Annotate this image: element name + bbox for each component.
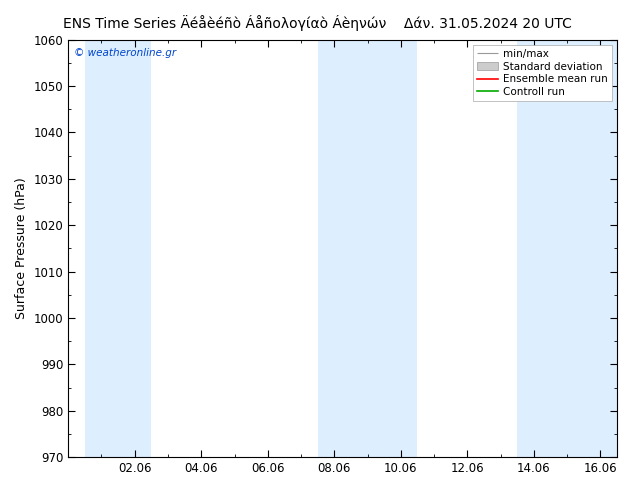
Legend: min/max, Standard deviation, Ensemble mean run, Controll run: min/max, Standard deviation, Ensemble me… [473, 45, 612, 101]
Bar [85, 40, 152, 457]
Y-axis label: Surface Pressure (hPa): Surface Pressure (hPa) [15, 177, 28, 319]
Bar [517, 40, 617, 457]
Text: ENS Time Series Äéåèéñò Áåñολογίαò Áèηνών    Δάν. 31.05.2024 20 UTC: ENS Time Series Äéåèéñò Áåñολογίαò Áèηνώ… [63, 15, 571, 31]
Bar [318, 40, 417, 457]
Text: © weatheronline.gr: © weatheronline.gr [74, 48, 176, 58]
